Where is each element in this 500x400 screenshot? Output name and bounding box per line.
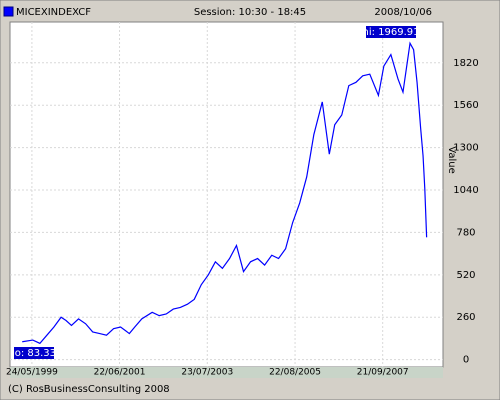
- credit: (C) RosBusinessConsulting 2008: [8, 384, 170, 395]
- y-axis-label: Value: [446, 146, 457, 173]
- lo-annotation: lo: 83.33: [12, 348, 56, 359]
- plot-area: [9, 21, 444, 368]
- y-tick-label: 260: [456, 312, 475, 323]
- y-tick-label: 780: [456, 227, 475, 238]
- legend-swatch: [3, 6, 14, 17]
- date: 2008/10/06: [374, 7, 432, 18]
- y-tick-label: 520: [456, 270, 475, 281]
- y-tick-label: 1820: [453, 58, 478, 69]
- legend-label: MICEXINDEXCF: [16, 7, 91, 18]
- x-tick-label: 24/05/1999: [6, 368, 58, 378]
- hi-box: [366, 26, 416, 38]
- y-tick-label: 1560: [453, 100, 478, 111]
- hi-annotation: hi: 1969.91: [362, 27, 419, 38]
- y-tick-label: 1300: [453, 143, 478, 154]
- x-tick-label: 21/09/2007: [357, 368, 409, 378]
- x-tick-label: 23/07/2003: [181, 368, 233, 378]
- x-tick-label: 22/08/2005: [269, 368, 321, 378]
- x-tick-label: 22/06/2001: [94, 368, 146, 378]
- x-axis-strip: [10, 367, 443, 378]
- y-tick-label: 1040: [453, 185, 478, 196]
- line-series: [22, 41, 428, 345]
- lo-box: [14, 347, 54, 359]
- subtitle: Session: 10:30 - 18:45: [194, 7, 306, 18]
- y-tick-label: 0: [463, 355, 469, 366]
